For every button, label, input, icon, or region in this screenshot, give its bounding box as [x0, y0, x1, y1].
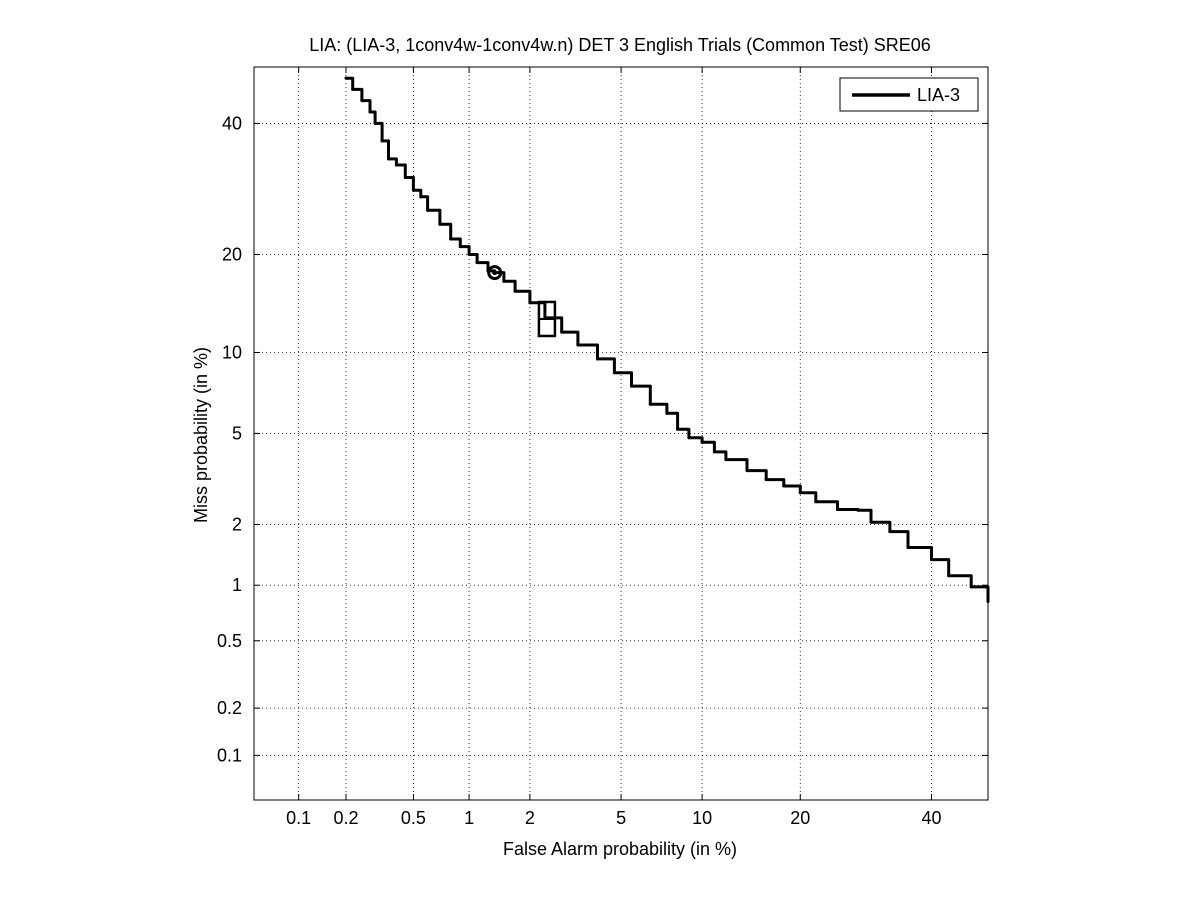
y-axis-label: Miss probability (in %)	[191, 347, 211, 523]
y-tick-label: 0.2	[217, 698, 242, 718]
x-tick-label: 0.2	[333, 808, 358, 828]
data-point	[360, 99, 364, 103]
data-point	[344, 76, 348, 80]
data-point	[351, 87, 355, 91]
y-tick-label: 0.1	[217, 745, 242, 765]
y-tick-label: 40	[222, 113, 242, 133]
data-point	[438, 222, 442, 226]
data-point	[676, 427, 680, 431]
data-point	[502, 279, 506, 283]
chart-title: LIA: (LIA-3, 1conv4w-1conv4w.n) DET 3 En…	[309, 35, 931, 55]
data-point	[888, 530, 892, 534]
x-tick-label: 0.5	[401, 808, 426, 828]
data-point	[394, 163, 398, 167]
data-point	[906, 546, 910, 550]
data-point	[449, 237, 453, 241]
data-point	[387, 157, 391, 161]
data-point	[576, 343, 580, 347]
data-point	[612, 371, 616, 375]
y-tick-labels: 0.1 0.2 0.5 1 2 5 10 20 40	[217, 113, 242, 765]
data-point	[630, 384, 634, 388]
x-tick-label: 2	[525, 808, 535, 828]
data-point	[947, 574, 951, 578]
y-tick-label: 2	[232, 514, 242, 534]
marker-layer	[487, 265, 557, 338]
y-tick-label: 5	[232, 423, 242, 443]
legend-label: LIA-3	[917, 85, 960, 105]
series-line-lia-3	[346, 76, 990, 602]
data-point	[724, 458, 728, 462]
data-point	[648, 402, 652, 406]
data-point	[380, 139, 384, 143]
y-tick-label: 20	[222, 244, 242, 264]
data-point	[700, 440, 704, 444]
grid-lines	[254, 67, 988, 800]
data-point	[560, 330, 564, 334]
x-tick-label: 1	[464, 808, 474, 828]
x-tick-label: 5	[616, 808, 626, 828]
x-tick-label: 20	[790, 808, 810, 828]
data-point	[528, 301, 532, 305]
min-dcf-marker	[487, 265, 503, 281]
data-point	[403, 175, 407, 179]
data-point	[475, 261, 479, 265]
data-point	[798, 491, 802, 495]
data-point	[513, 289, 517, 293]
data-point	[814, 500, 818, 504]
data-point	[856, 508, 860, 512]
tick-marks	[254, 67, 988, 800]
data-point	[712, 450, 716, 454]
x-tick-labels: 0.1 0.2 0.5 1 2 5 10 20 40	[286, 808, 941, 828]
data-point	[467, 252, 471, 256]
data-point	[836, 507, 840, 511]
data-point	[764, 478, 768, 482]
data-point	[687, 436, 691, 440]
axes-frame	[253, 66, 989, 801]
data-point	[665, 411, 669, 415]
x-tick-label: 10	[692, 808, 712, 828]
data-point	[782, 484, 786, 488]
x-tick-label: 0.1	[286, 808, 311, 828]
data-point	[869, 520, 873, 524]
data-point	[595, 357, 599, 361]
y-tick-label: 1	[232, 575, 242, 595]
data-point	[419, 195, 423, 199]
x-axis-label: False Alarm probability (in %)	[503, 839, 737, 859]
x-tick-label: 40	[921, 808, 941, 828]
data-point	[426, 208, 430, 212]
data-point	[745, 469, 749, 473]
data-point	[411, 188, 415, 192]
data-point	[458, 245, 462, 249]
data-point	[368, 110, 372, 114]
data-point	[373, 121, 377, 125]
legend: LIA-3	[839, 77, 979, 112]
y-tick-label: 10	[222, 342, 242, 362]
data-point	[969, 585, 973, 589]
y-tick-label: 0.5	[217, 631, 242, 651]
min-dcf-marker-dot	[492, 270, 498, 276]
data-point	[929, 558, 933, 562]
